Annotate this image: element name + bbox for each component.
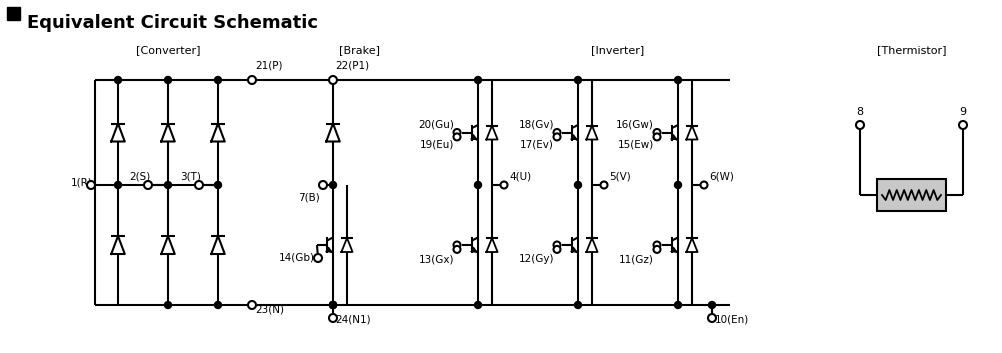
Circle shape	[574, 181, 581, 189]
Circle shape	[855, 121, 863, 129]
Circle shape	[707, 314, 715, 322]
Text: 5(V): 5(V)	[608, 172, 630, 182]
Circle shape	[453, 246, 460, 253]
Circle shape	[87, 181, 95, 189]
Text: 8: 8	[856, 107, 863, 117]
Text: 19(Eu): 19(Eu)	[419, 140, 454, 150]
Circle shape	[330, 301, 336, 309]
Circle shape	[673, 301, 680, 309]
Circle shape	[329, 76, 337, 84]
Circle shape	[194, 181, 202, 189]
Circle shape	[247, 301, 256, 309]
Circle shape	[699, 181, 706, 189]
Circle shape	[319, 181, 327, 189]
Circle shape	[453, 133, 460, 140]
Circle shape	[474, 301, 481, 309]
Circle shape	[330, 77, 336, 84]
Circle shape	[553, 129, 560, 136]
Circle shape	[214, 181, 221, 189]
Circle shape	[453, 241, 460, 249]
Circle shape	[247, 76, 256, 84]
Circle shape	[114, 181, 121, 189]
Circle shape	[330, 301, 336, 309]
Text: Equivalent Circuit Schematic: Equivalent Circuit Schematic	[27, 14, 318, 32]
Circle shape	[574, 77, 581, 84]
Circle shape	[673, 77, 680, 84]
Circle shape	[653, 246, 660, 253]
Circle shape	[330, 301, 336, 309]
Circle shape	[314, 254, 322, 262]
Text: 2(S): 2(S)	[129, 172, 150, 182]
Text: [Inverter]: [Inverter]	[591, 45, 644, 55]
Circle shape	[474, 77, 481, 84]
Text: [Converter]: [Converter]	[135, 45, 200, 55]
Text: 22(P1): 22(P1)	[335, 60, 369, 70]
Text: 24(N1): 24(N1)	[335, 315, 371, 325]
Text: 15(Ew): 15(Ew)	[617, 140, 653, 150]
Text: 23(N): 23(N)	[255, 305, 284, 315]
Circle shape	[164, 77, 171, 84]
Circle shape	[453, 129, 460, 136]
Text: 4(U): 4(U)	[508, 172, 531, 182]
Circle shape	[553, 133, 560, 140]
Text: 6(W): 6(W)	[708, 172, 733, 182]
Text: 17(Ev): 17(Ev)	[520, 140, 553, 150]
Circle shape	[330, 77, 336, 84]
Text: [Thermistor]: [Thermistor]	[877, 45, 946, 55]
Text: 9: 9	[959, 107, 966, 117]
Circle shape	[164, 301, 171, 309]
Text: [Brake]: [Brake]	[339, 45, 380, 55]
Text: 16(Gw): 16(Gw)	[615, 120, 653, 130]
Text: 13(Gx): 13(Gx)	[418, 255, 454, 264]
Circle shape	[474, 181, 481, 189]
Circle shape	[653, 241, 660, 249]
Text: 18(Gv): 18(Gv)	[518, 120, 553, 130]
Text: 14(Gb): 14(Gb)	[279, 253, 315, 263]
Circle shape	[164, 181, 171, 189]
Circle shape	[958, 121, 966, 129]
Circle shape	[574, 301, 581, 309]
Circle shape	[553, 246, 560, 253]
Text: 1(R): 1(R)	[71, 178, 93, 188]
FancyBboxPatch shape	[876, 179, 945, 211]
Circle shape	[673, 181, 680, 189]
Text: 10(En): 10(En)	[714, 315, 748, 325]
Circle shape	[653, 129, 660, 136]
Circle shape	[214, 301, 221, 309]
Circle shape	[653, 133, 660, 140]
Bar	[7, 7, 20, 20]
Circle shape	[330, 181, 336, 189]
Circle shape	[144, 181, 152, 189]
Text: 3(T): 3(T)	[180, 172, 201, 182]
Text: 11(Gz): 11(Gz)	[618, 255, 653, 264]
Circle shape	[500, 181, 507, 189]
Text: 7(B): 7(B)	[298, 193, 320, 203]
Circle shape	[707, 301, 714, 309]
Circle shape	[114, 77, 121, 84]
Text: 20(Gu): 20(Gu)	[418, 120, 454, 130]
Text: 12(Gy): 12(Gy)	[518, 255, 553, 264]
Circle shape	[600, 181, 607, 189]
Text: 21(P): 21(P)	[255, 60, 283, 70]
Circle shape	[214, 77, 221, 84]
Circle shape	[553, 241, 560, 249]
Circle shape	[329, 314, 337, 322]
